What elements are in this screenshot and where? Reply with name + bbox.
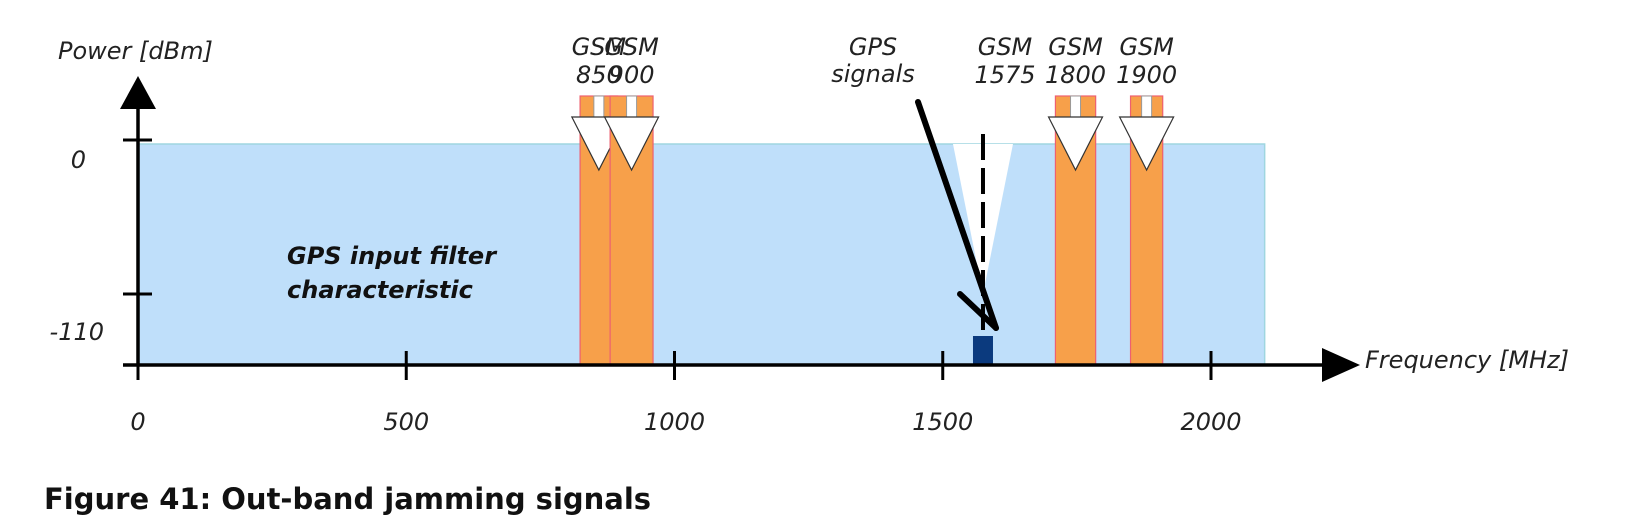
- jammer-label-line2-1900: 1900: [1116, 61, 1177, 89]
- x-tick-label-1500: 1500: [912, 408, 973, 436]
- x-tick-label-0: 0: [130, 408, 145, 436]
- jammer-notch-900: [626, 95, 638, 119]
- y-tick-label-0: 0: [71, 146, 86, 174]
- filter-label-line2: characteristic: [287, 276, 473, 304]
- gps-signal-block: [972, 336, 993, 365]
- x-tick-label-1000: 1000: [644, 408, 705, 436]
- jammer-label-line2-900: 900: [609, 61, 655, 89]
- jammer-notch-850: [593, 95, 605, 119]
- x-tick-label-2000: 2000: [1180, 408, 1241, 436]
- x-axis-arrowhead: [1322, 348, 1360, 382]
- gps-carrier-label-line1: GSM: [978, 33, 1033, 61]
- x-ticks: 0 500 1000 1500 2000: [130, 351, 1242, 436]
- y-axis-title: Power [dBm]: [58, 37, 213, 65]
- jammer-label-line1-900: GSM: [604, 33, 659, 61]
- gps-signals-label-line2: signals: [831, 60, 915, 88]
- figure-caption: Figure 41: Out-band jamming signals: [44, 482, 652, 516]
- jamming-diagram: 0 500 1000 1500 2000 0 -110 Power [dBm] Frequ…: [50, 33, 1569, 436]
- x-tick-label-500: 500: [383, 408, 429, 436]
- jammer-arrow-900: [603, 116, 660, 172]
- jammer-label-line1-1900: GSM: [1119, 33, 1174, 61]
- jammer-arrow-1800: [1047, 116, 1104, 172]
- jammer-label-line2-850: 850: [576, 61, 622, 89]
- jammer-label-line1-850: GSM: [572, 33, 627, 61]
- jammer-notch-1800: [1070, 95, 1082, 119]
- jammer-notch-1900: [1141, 95, 1153, 119]
- jammer-label-line1-1800: GSM: [1048, 33, 1103, 61]
- y-axis-arrowhead: [120, 76, 156, 109]
- gps-carrier-label-line2: 1575: [974, 61, 1035, 89]
- filter-label-line1: GPS input filter: [287, 242, 498, 270]
- gps-arrow: [915, 99, 999, 331]
- y-ticks: 0 -110: [50, 138, 152, 346]
- gps-signals-label-line1: GPS: [849, 33, 897, 61]
- axes: [120, 76, 1360, 382]
- y-tick-label--110: -110: [50, 318, 104, 346]
- jammer-arrow-1900: [1118, 116, 1175, 172]
- jammer-label-line2-1800: 1800: [1045, 61, 1106, 89]
- jammer-bands: [570, 95, 1175, 366]
- x-axis-title: Frequency [MHz]: [1365, 346, 1569, 374]
